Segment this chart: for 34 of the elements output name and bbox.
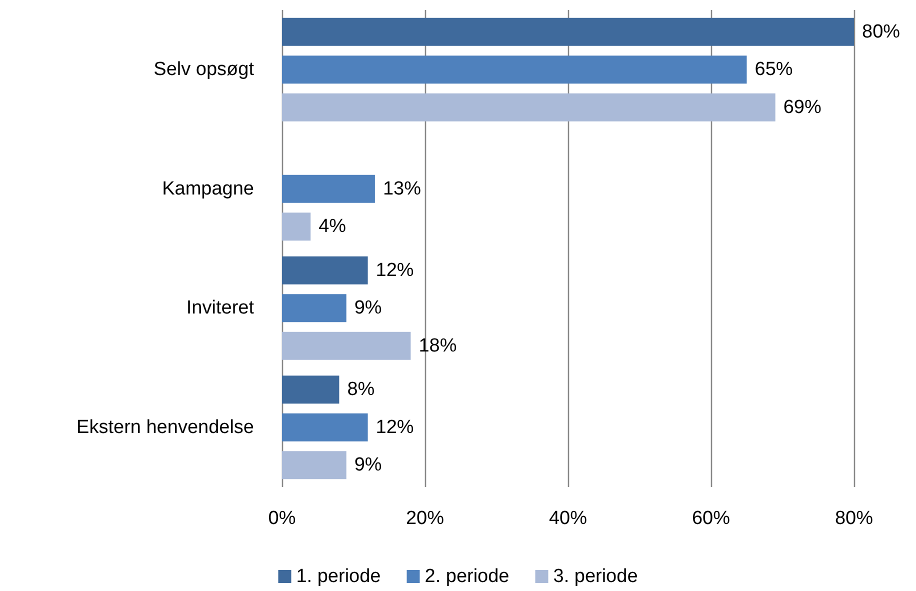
x-tick-label: 40% bbox=[548, 508, 588, 529]
x-tick-label: 0% bbox=[268, 508, 296, 529]
data-label: 13% bbox=[382, 178, 422, 200]
bar bbox=[282, 93, 776, 122]
x-tick-label: 60% bbox=[692, 508, 730, 529]
data-label: 18% bbox=[418, 335, 457, 356]
bar bbox=[282, 332, 411, 360]
bar bbox=[282, 294, 346, 322]
legend-label: 2. periode bbox=[424, 566, 510, 587]
data-label: 12% bbox=[376, 260, 414, 281]
data-label: 12% bbox=[376, 416, 414, 438]
bar bbox=[282, 18, 854, 46]
y-tick-label: Selv opsøgt bbox=[154, 59, 255, 80]
bar bbox=[282, 212, 311, 241]
bar bbox=[282, 413, 368, 442]
x-tick-label: 20% bbox=[406, 508, 444, 529]
data-label: 9% bbox=[354, 298, 382, 319]
data-label: 8% bbox=[347, 379, 375, 400]
y-tick-label: Inviteret bbox=[186, 298, 255, 319]
bar bbox=[282, 56, 747, 84]
data-label: 69% bbox=[783, 96, 822, 118]
y-tick-label: Kampagne bbox=[162, 178, 254, 200]
bar bbox=[282, 451, 346, 480]
legend-label: 1. periode bbox=[296, 566, 381, 587]
data-label: 80% bbox=[862, 21, 900, 42]
bar bbox=[282, 174, 375, 203]
data-label: 65% bbox=[754, 59, 793, 80]
x-tick-label: 80% bbox=[834, 508, 874, 529]
data-label: 4% bbox=[318, 216, 346, 238]
legend-label: 3. periode bbox=[553, 566, 638, 587]
data-label: 9% bbox=[354, 454, 382, 476]
bar bbox=[282, 256, 368, 284]
bar bbox=[282, 376, 340, 404]
y-tick-label: Ekstern henvendelse bbox=[76, 416, 254, 438]
